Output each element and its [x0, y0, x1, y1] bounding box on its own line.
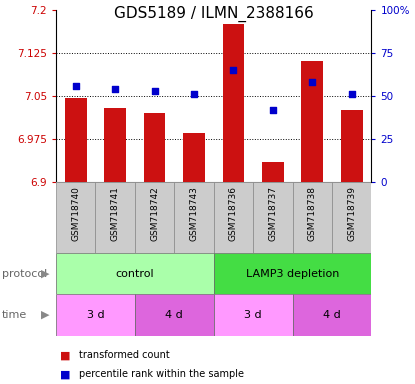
Text: percentile rank within the sample: percentile rank within the sample — [79, 369, 244, 379]
Bar — [56, 182, 95, 253]
Text: GSM718739: GSM718739 — [347, 186, 356, 241]
Point — [151, 88, 158, 94]
Text: GSM718737: GSM718737 — [269, 186, 277, 241]
Text: LAMP3 depletion: LAMP3 depletion — [246, 268, 339, 279]
Bar — [214, 294, 293, 336]
Text: protocol: protocol — [2, 268, 47, 279]
Text: time: time — [2, 310, 27, 320]
Bar — [56, 253, 214, 294]
Bar — [174, 182, 214, 253]
Text: transformed count: transformed count — [79, 350, 170, 360]
Point — [73, 83, 79, 89]
Bar — [253, 182, 293, 253]
Text: GSM718741: GSM718741 — [111, 186, 120, 241]
Bar — [222, 24, 244, 182]
Point — [309, 79, 315, 85]
Point — [190, 91, 198, 97]
Bar — [341, 110, 363, 182]
Point — [270, 107, 276, 113]
Text: ▶: ▶ — [42, 268, 50, 279]
Bar — [214, 253, 371, 294]
Text: GSM718740: GSM718740 — [71, 186, 80, 241]
Bar — [293, 294, 371, 336]
Bar — [56, 294, 135, 336]
Text: GSM718743: GSM718743 — [190, 186, 198, 241]
Text: 3 d: 3 d — [87, 310, 104, 320]
Text: GDS5189 / ILMN_2388166: GDS5189 / ILMN_2388166 — [114, 6, 314, 22]
Bar — [301, 61, 323, 182]
Bar — [65, 98, 87, 182]
Bar — [183, 133, 205, 182]
Text: ■: ■ — [60, 350, 71, 360]
Bar — [135, 294, 214, 336]
Bar — [262, 162, 284, 182]
Text: 3 d: 3 d — [244, 310, 262, 320]
Point — [112, 86, 119, 92]
Point — [230, 67, 237, 73]
Point — [349, 91, 355, 97]
Bar — [214, 182, 253, 253]
Text: GSM718738: GSM718738 — [308, 186, 317, 241]
Bar — [144, 113, 166, 182]
Text: GSM718742: GSM718742 — [150, 186, 159, 241]
Bar — [104, 108, 126, 182]
Text: 4 d: 4 d — [166, 310, 183, 320]
Text: ▶: ▶ — [42, 310, 50, 320]
Text: GSM718736: GSM718736 — [229, 186, 238, 241]
Bar — [293, 182, 332, 253]
Text: 4 d: 4 d — [323, 310, 341, 320]
Text: ■: ■ — [60, 369, 71, 379]
Bar — [95, 182, 135, 253]
Bar — [135, 182, 174, 253]
Text: control: control — [115, 268, 154, 279]
Bar — [332, 182, 371, 253]
